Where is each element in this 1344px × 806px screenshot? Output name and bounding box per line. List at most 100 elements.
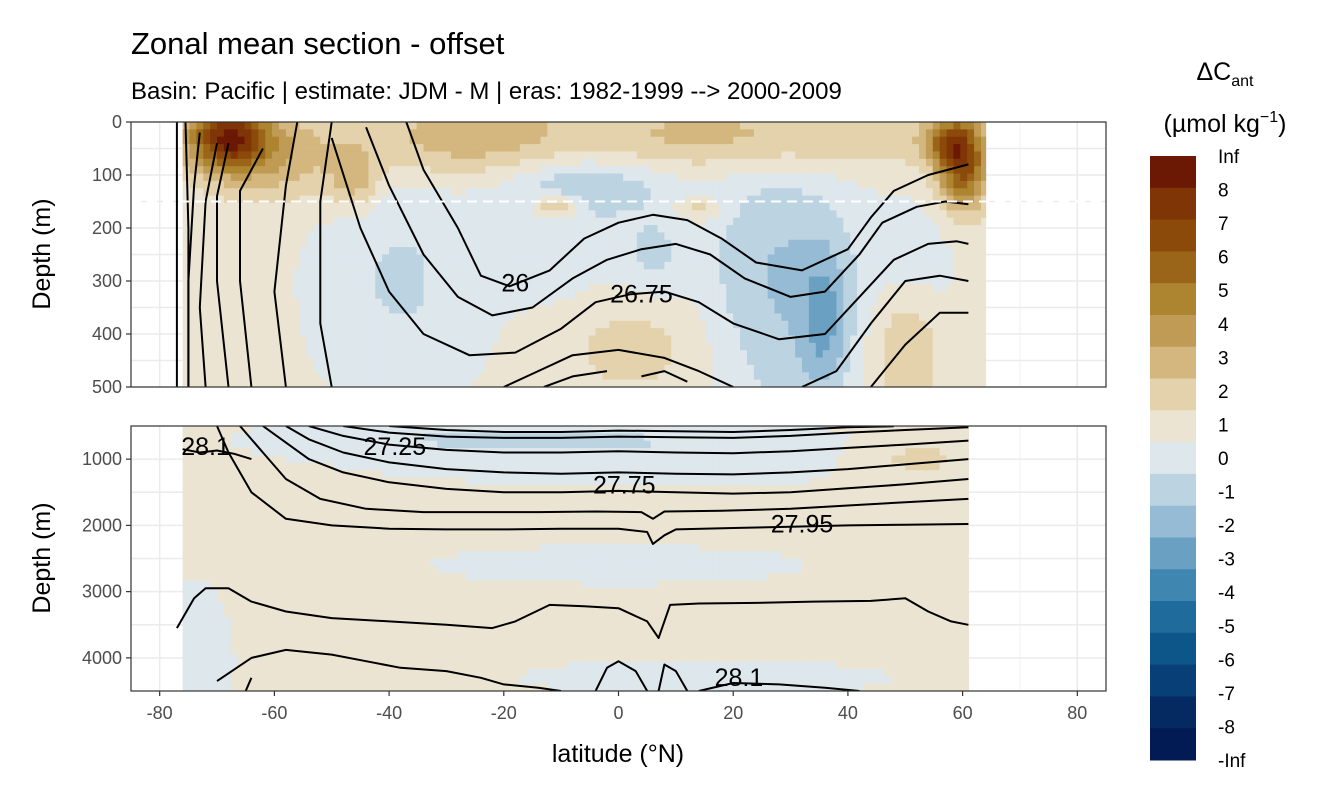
field-cell xyxy=(512,283,521,292)
field-cell xyxy=(802,225,810,234)
field-cell xyxy=(258,617,266,626)
field-cell xyxy=(698,129,707,138)
field-cell xyxy=(464,195,473,204)
field-cell xyxy=(265,558,273,567)
field-cell xyxy=(251,543,259,552)
field-cell xyxy=(196,357,204,366)
field-cell xyxy=(285,499,294,508)
field-cell xyxy=(795,247,803,256)
field-cell xyxy=(712,210,721,219)
field-cell xyxy=(685,320,693,329)
field-cell xyxy=(327,364,335,373)
field-cell xyxy=(203,313,211,322)
field-cell xyxy=(430,306,438,314)
field-cell xyxy=(802,357,810,366)
field-cell xyxy=(210,328,218,337)
field-cell xyxy=(471,225,480,234)
field-cell xyxy=(905,232,913,241)
field-cell xyxy=(499,335,507,344)
field-cell xyxy=(650,320,659,329)
field-cell xyxy=(182,580,191,589)
field-cell xyxy=(629,129,638,138)
field-cell xyxy=(478,291,487,300)
field-cell xyxy=(189,529,197,538)
field-cell xyxy=(609,291,617,300)
field-cell xyxy=(478,357,487,366)
field-cell xyxy=(258,646,266,655)
field-cell xyxy=(946,291,955,300)
field-cell xyxy=(781,379,789,387)
field-cell xyxy=(272,202,280,211)
field-cell xyxy=(919,166,927,175)
field-cell xyxy=(568,144,576,153)
field-cell xyxy=(395,158,404,167)
field-cell xyxy=(210,291,218,300)
field-cell xyxy=(389,328,397,337)
field-cell xyxy=(602,379,610,387)
field-cell xyxy=(182,261,191,270)
field-cell xyxy=(244,668,253,677)
field-cell xyxy=(203,210,211,219)
field-cell xyxy=(223,602,232,611)
field-cell xyxy=(774,173,782,182)
field-cell xyxy=(712,166,721,175)
field-cell xyxy=(836,320,844,329)
field-cell xyxy=(313,357,321,366)
field-cell xyxy=(512,225,521,234)
field-cell xyxy=(753,364,762,373)
field-cell xyxy=(285,426,294,434)
field-cell xyxy=(299,632,308,641)
field-cell xyxy=(409,254,418,263)
field-cell xyxy=(368,261,376,270)
field-cell xyxy=(822,364,831,373)
field-cell xyxy=(967,313,975,322)
field-cell xyxy=(444,320,452,329)
field-cell xyxy=(512,261,521,270)
field-cell xyxy=(526,283,535,292)
field-cell xyxy=(609,364,617,373)
field-cell xyxy=(671,261,679,270)
field-cell xyxy=(774,291,782,300)
field-cell xyxy=(471,328,480,337)
field-cell xyxy=(299,455,308,464)
field-cell xyxy=(499,364,507,373)
field-cell xyxy=(203,521,211,530)
field-cell xyxy=(616,350,624,359)
field-cell xyxy=(182,624,191,633)
field-cell xyxy=(636,180,645,189)
field-cell xyxy=(788,364,796,373)
field-cell xyxy=(974,136,982,145)
field-cell xyxy=(960,364,968,373)
field-cell xyxy=(244,492,253,501)
field-cell xyxy=(395,195,404,204)
field-cell xyxy=(863,180,872,189)
field-cell xyxy=(719,357,727,366)
field-cell xyxy=(272,151,280,160)
field-cell xyxy=(788,254,796,263)
field-cell xyxy=(389,357,397,366)
field-cell xyxy=(203,269,211,278)
field-cell xyxy=(278,313,287,322)
field-cell xyxy=(444,225,452,234)
field-cell xyxy=(451,166,459,175)
field-cell xyxy=(588,254,597,263)
field-cell xyxy=(760,136,769,145)
field-cell xyxy=(464,269,473,278)
field-cell xyxy=(678,254,686,263)
field-cell xyxy=(292,440,301,449)
field-cell xyxy=(568,357,576,366)
field-cell xyxy=(210,639,218,648)
field-cell xyxy=(230,357,239,366)
field-cell xyxy=(547,217,555,226)
field-cell xyxy=(471,313,480,322)
field-cell xyxy=(863,136,872,145)
field-cell xyxy=(877,239,886,248)
field-cell xyxy=(354,335,363,344)
field-cell xyxy=(898,225,906,234)
field-cell xyxy=(244,276,253,285)
field-cell xyxy=(457,166,466,175)
field-cell xyxy=(767,122,776,130)
field-cell xyxy=(643,254,652,263)
field-cell xyxy=(726,122,734,130)
field-cell xyxy=(554,232,562,241)
